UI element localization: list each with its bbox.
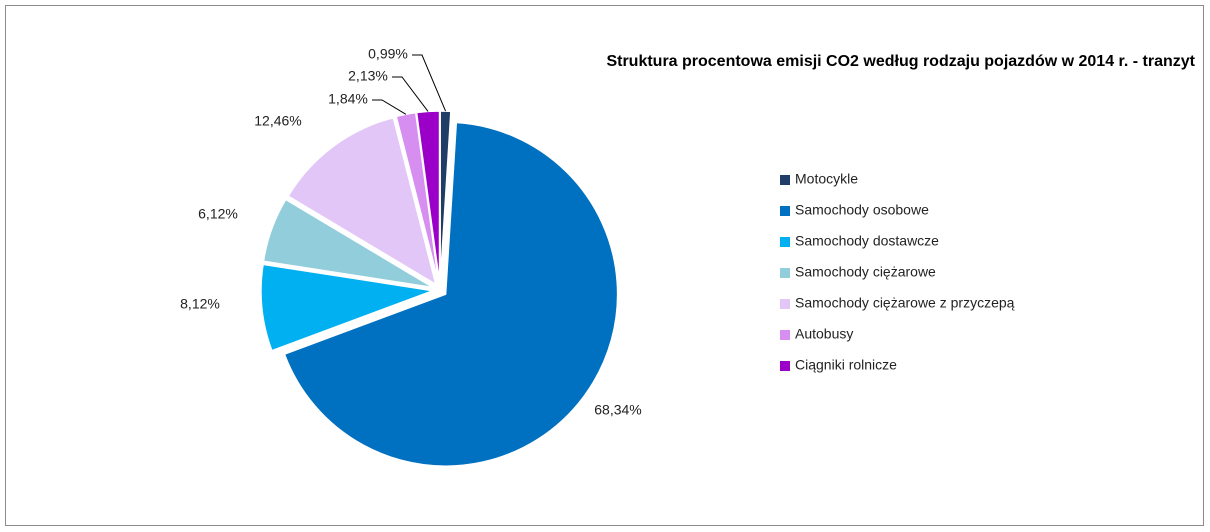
- legend-label: Samochody ciężarowe: [795, 264, 936, 280]
- pie-slice: [260, 263, 436, 352]
- chart-title: Struktura procentowa emisji CO2 według r…: [606, 53, 1195, 70]
- legend-swatch: [780, 268, 790, 278]
- legend-label: Samochody osobowe: [795, 202, 929, 218]
- pie-slice: [415, 110, 441, 284]
- data-label: 8,12%: [180, 296, 220, 312]
- leader-line: [392, 76, 429, 112]
- pie-slice: [283, 121, 619, 467]
- data-label: 2,13%: [348, 68, 388, 84]
- leader-line: [372, 99, 407, 115]
- legend-swatch: [780, 237, 790, 247]
- data-label: 0,99%: [368, 46, 408, 62]
- legend-label: Samochody dostawcze: [795, 233, 939, 249]
- data-label: 6,12%: [198, 206, 238, 222]
- data-label: 12,46%: [254, 113, 301, 129]
- legend-swatch: [780, 175, 790, 185]
- legend-swatch: [780, 206, 790, 216]
- legend-label: Motocykle: [795, 171, 858, 187]
- data-label: 1,84%: [328, 91, 368, 107]
- data-label: 68,34%: [594, 402, 641, 418]
- leader-line: [412, 54, 447, 112]
- pie-slice: [287, 116, 437, 286]
- legend-label: Autobusy: [795, 326, 853, 342]
- legend-swatch: [780, 361, 790, 371]
- legend-swatch: [780, 330, 790, 340]
- legend-label: Ciągniki rolnicze: [795, 357, 897, 373]
- legend-label: Samochody ciężarowe z przyczepą: [795, 295, 1015, 311]
- pie-slice: [262, 198, 434, 289]
- legend-swatch: [780, 299, 790, 309]
